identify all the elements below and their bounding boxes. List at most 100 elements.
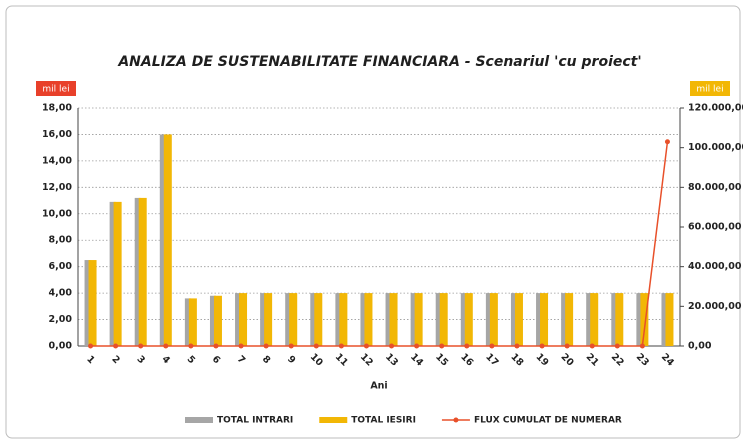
line <box>90 141 669 347</box>
bar <box>264 293 273 346</box>
line-point <box>188 343 194 349</box>
y2-tick-label: 60.000,00 <box>688 222 742 233</box>
bar <box>188 298 197 346</box>
bar <box>184 298 191 346</box>
bar <box>536 293 543 346</box>
bar <box>213 295 222 346</box>
bar <box>586 293 593 346</box>
bar <box>235 293 242 346</box>
bar <box>163 134 172 346</box>
line-point <box>489 343 495 349</box>
bar <box>414 293 423 346</box>
bar <box>661 293 668 346</box>
bar <box>435 293 442 346</box>
line-point <box>439 343 445 349</box>
line-point <box>313 343 319 349</box>
y-axis-label: mil lei <box>42 85 69 95</box>
y-tick-label: 14,00 <box>42 155 72 166</box>
legend-swatch <box>185 417 213 423</box>
y2-tick-label: 20.000,00 <box>688 301 742 312</box>
line-point <box>414 343 420 349</box>
y-tick-label: 10,00 <box>42 208 72 219</box>
bar <box>239 293 248 346</box>
bar <box>285 293 292 346</box>
line-point <box>514 343 520 349</box>
line-point <box>138 343 144 349</box>
bar <box>615 293 624 346</box>
y-tick-label: 0,00 <box>49 341 73 352</box>
bar <box>460 293 467 346</box>
y2-tick-label: 40.000,00 <box>688 261 742 272</box>
line-point <box>389 343 395 349</box>
legend-label: FLUX CUMULAT DE NUMERAR <box>474 416 622 426</box>
y-tick-label: 8,00 <box>49 235 73 246</box>
y2-tick-label: 80.000,00 <box>688 182 742 193</box>
bar <box>640 293 649 346</box>
legend-swatch <box>453 417 459 423</box>
y2-label-box <box>690 81 730 96</box>
line-point <box>363 343 369 349</box>
bar <box>364 293 373 346</box>
bar <box>410 293 417 346</box>
line-point <box>539 343 545 349</box>
line-point <box>213 343 219 349</box>
bar <box>489 293 498 346</box>
legend-label: TOTAL IESIRI <box>351 416 416 426</box>
legend-swatch <box>319 417 348 423</box>
bar <box>260 293 267 346</box>
bar <box>561 293 568 346</box>
line-point <box>564 343 570 349</box>
bar <box>510 293 517 346</box>
bar <box>138 197 147 346</box>
bar <box>289 293 298 346</box>
bar <box>209 295 216 346</box>
bar <box>464 293 473 346</box>
y-tick-label: 2,00 <box>49 314 73 325</box>
y-tick-label: 18,00 <box>42 103 72 114</box>
bar <box>565 293 574 346</box>
bar <box>335 293 342 346</box>
y-tick-label: 6,00 <box>49 261 73 272</box>
x-axis-label: Ani <box>370 381 387 392</box>
line-point <box>263 343 269 349</box>
line-point <box>589 343 595 349</box>
bar <box>134 197 141 346</box>
bar <box>109 201 116 346</box>
bar <box>514 293 523 346</box>
line-point <box>464 343 470 349</box>
y2-tick-label: 100.000,00 <box>688 142 743 153</box>
bar <box>314 293 323 346</box>
y-label-box <box>36 81 76 96</box>
bar <box>113 201 122 346</box>
line-point <box>238 343 244 349</box>
line-point <box>338 343 344 349</box>
bar <box>385 293 392 346</box>
bar <box>636 293 643 346</box>
bar <box>339 293 348 346</box>
bar <box>84 260 91 346</box>
bar <box>88 260 97 346</box>
line-point <box>113 343 119 349</box>
y-tick-label: 16,00 <box>42 129 72 140</box>
line-point <box>639 343 645 349</box>
chart-title: ANALIZA DE SUSTENABILITATE FINANCIARA - … <box>117 54 641 70</box>
bar <box>611 293 618 346</box>
bar <box>540 293 549 346</box>
bar <box>485 293 492 346</box>
line-point <box>88 343 94 349</box>
bar <box>310 293 317 346</box>
bar <box>439 293 448 346</box>
bar <box>665 293 674 346</box>
y-tick-label: 12,00 <box>42 182 72 193</box>
line-point <box>163 343 169 349</box>
line-point <box>614 343 620 349</box>
y2-tick-label: 120.000,00 <box>688 103 743 114</box>
line-point <box>664 139 670 145</box>
y2-axis-label: mil lei <box>696 85 723 95</box>
line-point <box>288 343 294 349</box>
legend-label: TOTAL INTRARI <box>217 416 293 426</box>
bar <box>360 293 367 346</box>
bar <box>389 293 398 346</box>
y-tick-label: 4,00 <box>49 288 73 299</box>
